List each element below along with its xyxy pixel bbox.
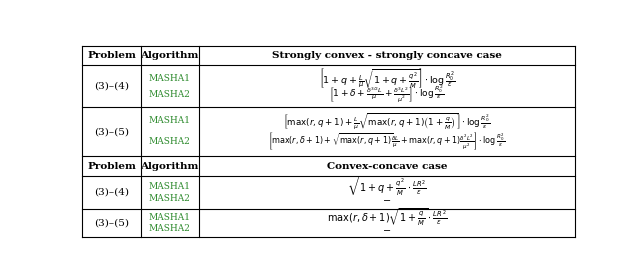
Text: $\left[1 + \delta + \frac{\delta^{3/2}L}{\mu} + \frac{\delta^3 L^2}{\mu^2}\right: $\left[1 + \delta + \frac{\delta^{3/2}L}… (330, 84, 444, 105)
Text: Algorithm: Algorithm (140, 51, 199, 60)
Text: MASHA2: MASHA2 (148, 224, 191, 233)
Text: (3)–(4): (3)–(4) (94, 82, 129, 91)
Text: MASHA1: MASHA1 (148, 213, 191, 222)
Text: (3)–(5): (3)–(5) (94, 127, 129, 136)
Text: Algorithm: Algorithm (140, 162, 199, 171)
Text: MASHA2: MASHA2 (148, 137, 191, 146)
Text: $\sqrt{1 + q + \frac{q^2}{M}} \cdot \frac{LR^2}{\varepsilon}$: $\sqrt{1 + q + \frac{q^2}{M}} \cdot \fra… (347, 175, 427, 198)
Text: Problem: Problem (87, 51, 136, 60)
Text: (3)–(5): (3)–(5) (94, 219, 129, 228)
Text: Convex-concave case: Convex-concave case (326, 162, 447, 171)
Text: Problem: Problem (87, 162, 136, 171)
Text: $\left[\max(r, \delta+1) + \sqrt{\max(r,q+1)}\frac{\delta L}{\mu} + \max(r,q+1)\: $\left[\max(r, \delta+1) + \sqrt{\max(r,… (268, 131, 506, 152)
Text: $-$: $-$ (382, 224, 392, 234)
Text: Strongly convex - strongly concave case: Strongly convex - strongly concave case (272, 51, 502, 60)
Text: $-$: $-$ (382, 194, 392, 204)
Text: (3)–(4): (3)–(4) (94, 188, 129, 197)
Text: $\max(r, \delta+1)\sqrt{1 + \frac{q}{M}} \cdot \frac{LR^2}{\varepsilon}$: $\max(r, \delta+1)\sqrt{1 + \frac{q}{M}}… (326, 207, 447, 229)
Text: MASHA1: MASHA1 (148, 74, 191, 83)
Text: MASHA2: MASHA2 (148, 90, 191, 99)
Text: MASHA1: MASHA1 (148, 116, 191, 125)
Text: $\left[1 + q + \frac{L}{\mu}\sqrt{1 + q + \frac{q^2}{M}}\right] \cdot \log \frac: $\left[1 + q + \frac{L}{\mu}\sqrt{1 + q … (319, 66, 455, 91)
Text: MASHA1: MASHA1 (148, 182, 191, 191)
Text: MASHA2: MASHA2 (148, 194, 191, 203)
Text: $\left[\max(r, q+1) + \frac{L}{\mu}\sqrt{\max(r,q+1)\left(1 + \frac{q}{M}\right): $\left[\max(r, q+1) + \frac{L}{\mu}\sqrt… (283, 111, 491, 131)
